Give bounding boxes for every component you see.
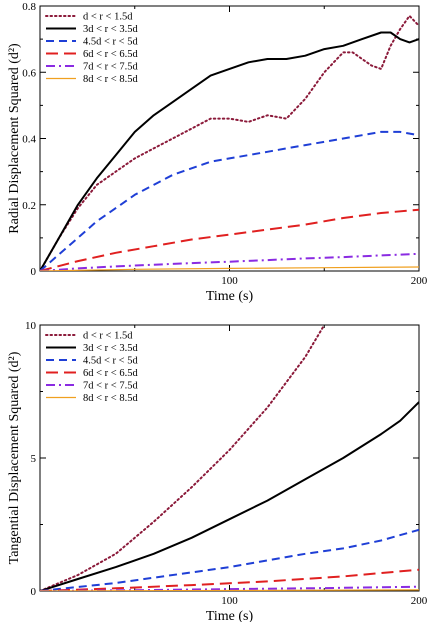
legend-label-2: 4.5d < r < 5d xyxy=(83,37,138,48)
y-tick-label: 10 xyxy=(25,320,37,332)
legend-label-5: 8d < r < 8.5d xyxy=(83,74,138,85)
x-tick-label: 100 xyxy=(221,275,238,287)
y-tick-label: 0.6 xyxy=(22,67,36,79)
series-group xyxy=(40,14,419,271)
series-line-0 xyxy=(40,14,419,271)
y-axis-title: Tangential Displacement Squared (d²) xyxy=(7,351,22,564)
legend-label-0: d < r < 1.5d xyxy=(83,12,133,23)
y-tick-label: 0 xyxy=(31,266,37,278)
x-tick-label: 200 xyxy=(411,595,428,607)
x-axis-title: Time (s) xyxy=(206,289,254,304)
legend-label-4: 7d < r < 7.5d xyxy=(83,381,138,392)
series-line-3 xyxy=(40,568,419,591)
x-tick-label: 100 xyxy=(221,595,238,607)
legend-label-1: 3d < r < 3.5d xyxy=(83,343,138,354)
y-tick-label: 0 xyxy=(31,586,37,598)
series-line-1 xyxy=(40,401,419,591)
series-line-2 xyxy=(40,130,419,271)
legend-label-3: 6d < r < 6.5d xyxy=(83,368,138,379)
legend-label-4: 7d < r < 7.5d xyxy=(83,62,138,73)
legend-label-5: 8d < r < 8.5d xyxy=(83,393,138,404)
series-group xyxy=(40,325,419,591)
x-axis-title: Time (s) xyxy=(206,609,254,622)
series-line-2 xyxy=(40,528,419,591)
radial-displacement-chart: 0 0.2 0.4 0.6 0.8 100 200 Time (s) Radial Displa… xyxy=(7,1,428,304)
tangential-displacement-chart: 0 5 10 100 200 Time (s) Tangential Displacemen… xyxy=(7,320,428,622)
series-line-1 xyxy=(40,31,419,271)
legend-label-0: d < r < 1.5d xyxy=(83,331,133,342)
legend-label-3: 6d < r < 6.5d xyxy=(83,49,138,60)
y-tick-label: 0.2 xyxy=(22,200,36,212)
y-tick-label: 0.8 xyxy=(22,1,36,13)
y-axis-title: Radial Displacement Squared (d²) xyxy=(7,43,22,234)
series-line-3 xyxy=(40,208,419,271)
series-line-4 xyxy=(40,252,419,271)
legend-label-1: 3d < r < 3.5d xyxy=(83,24,138,35)
y-tick-label: 0.4 xyxy=(22,134,36,146)
series-line-5 xyxy=(40,266,419,271)
series-line-0 xyxy=(40,325,326,591)
y-tick-label: 5 xyxy=(31,453,37,465)
x-tick-label: 200 xyxy=(411,275,428,287)
legend-label-2: 4.5d < r < 5d xyxy=(83,356,138,367)
series-line-5 xyxy=(40,589,419,591)
